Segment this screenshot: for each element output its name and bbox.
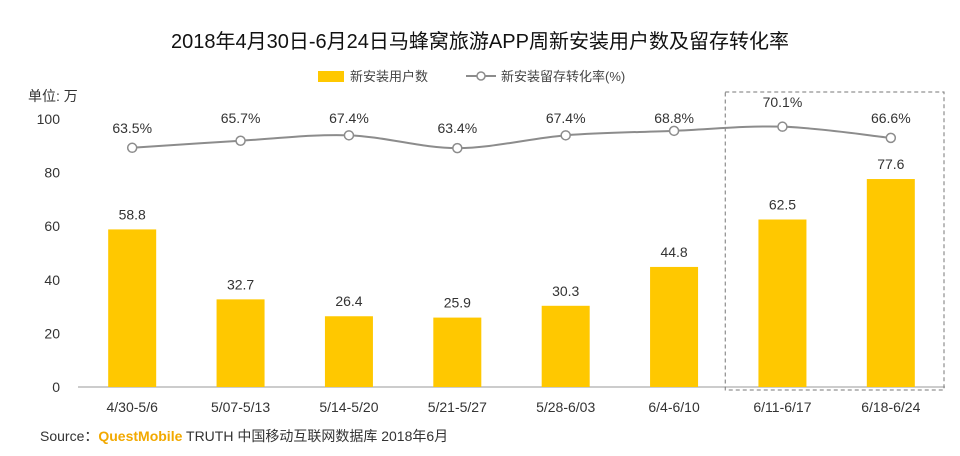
- y-tick-label: 80: [44, 165, 60, 181]
- bar: [216, 299, 265, 387]
- x-tick-label: 6/18-6/24: [861, 399, 920, 415]
- source-note: Source：QuestMobile TRUTH 中国移动互联网数据库 2018…: [40, 426, 448, 446]
- y-axis-unit-label: 单位: 万: [28, 88, 78, 104]
- x-tick-label: 5/21-5/27: [428, 399, 487, 415]
- bar-value-label: 25.9: [444, 295, 471, 311]
- y-axis: 0 20 40 60 80 100: [37, 111, 61, 395]
- line-series: 63.5% 65.7% 67.4% 63.4% 67.4% 68.8% 70.1% 66.6%: [112, 94, 911, 154]
- line-point: [235, 135, 246, 147]
- line-value-label: 66.6%: [871, 110, 911, 126]
- source-brand: QuestMobile: [98, 428, 183, 444]
- x-tick-label: 5/14-5/20: [319, 399, 378, 415]
- chart-title: 2018年4月30日-6月24日马蜂窝旅游APP周新安装用户数及留存转化率: [171, 30, 789, 53]
- bar-value-label: 77.6: [877, 156, 904, 172]
- bar-value-label: 44.8: [660, 244, 687, 260]
- y-tick-label: 100: [37, 111, 61, 127]
- bar-series: 58.8 32.7 26.4 25.9 30.3 44.8 62.5 77.6: [108, 156, 915, 387]
- line-value-label: 63.4%: [437, 120, 477, 136]
- line-value-label: 70.1%: [763, 94, 803, 110]
- line-point: [668, 125, 680, 137]
- x-tick-label: 5/07-5/13: [211, 399, 270, 415]
- bar: [650, 266, 699, 387]
- legend-bar-swatch: [318, 71, 344, 82]
- source-text: TRUTH 中国移动互联网数据库 2018年6月: [182, 428, 449, 444]
- y-tick-label: 0: [52, 379, 60, 395]
- x-tick-label: 5/28-6/03: [536, 399, 595, 415]
- bar-value-label: 32.7: [227, 276, 254, 292]
- line-value-label: 65.7%: [221, 110, 261, 126]
- line-value-label: 68.8%: [654, 110, 694, 126]
- line-point: [126, 142, 138, 154]
- y-tick-label: 60: [44, 218, 60, 234]
- line-value-label: 63.5%: [112, 120, 152, 136]
- legend-bar-label: 新安装用户数: [350, 69, 428, 84]
- line-value-label: 67.4%: [546, 110, 586, 126]
- bar: [324, 316, 373, 387]
- x-tick-label: 6/4-6/10: [648, 399, 700, 415]
- highlight-box: [724, 91, 945, 391]
- bar-value-label: 62.5: [769, 197, 796, 213]
- bar: [433, 317, 482, 387]
- x-tick-label: 4/30-5/6: [107, 399, 159, 415]
- line-point: [343, 130, 355, 141]
- bar: [541, 305, 590, 387]
- line-point: [777, 121, 788, 132]
- line-point: [452, 142, 463, 154]
- bar-value-label: 58.8: [119, 206, 146, 222]
- line-point: [885, 132, 897, 144]
- legend-line-marker: [476, 71, 486, 81]
- y-tick-label: 40: [44, 272, 60, 288]
- line-value-label: 67.4%: [329, 110, 369, 126]
- bar-value-label: 26.4: [335, 293, 362, 309]
- line-path: [132, 125, 891, 150]
- x-axis: 4/30-5/6 5/07-5/13 5/14-5/20 5/21-5/27 5/28-…: [107, 399, 921, 415]
- line-point: [560, 130, 571, 141]
- bar: [108, 229, 157, 387]
- legend-line-label: 新安装留存转化率(%): [501, 69, 625, 84]
- source-prefix: Source：: [40, 428, 99, 444]
- bar: [866, 179, 915, 387]
- x-tick-label: 6/11-6/17: [753, 399, 811, 415]
- legend: 新安装用户数 新安装留存转化率(%): [318, 69, 625, 84]
- bar-value-label: 30.3: [552, 283, 579, 299]
- bar: [758, 219, 807, 387]
- y-tick-label: 20: [44, 325, 60, 341]
